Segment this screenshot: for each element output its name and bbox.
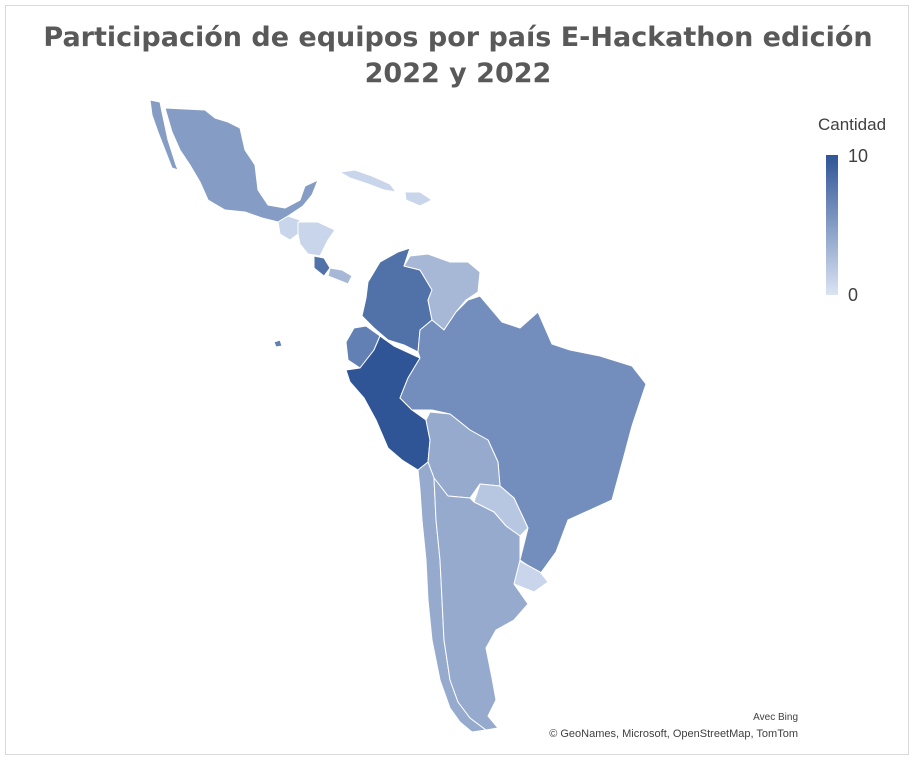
legend-title: Cantidad — [818, 115, 887, 134]
credit-bing: Avec Bing — [753, 712, 798, 723]
country-mexico — [149, 99, 319, 223]
legend-max-label: 10 — [848, 146, 869, 166]
country-bolivia — [425, 411, 501, 499]
chart-title: Participación de equipos por país E-Hack… — [43, 22, 873, 89]
legend-min-label: 0 — [848, 285, 859, 305]
country-dominican-republic — [404, 191, 433, 207]
country-guatemala — [277, 215, 301, 241]
country-brazil — [399, 295, 647, 575]
country-cuba — [339, 169, 397, 193]
country-galapagos — [273, 339, 283, 348]
country-argentina — [433, 477, 529, 731]
country-honduras — [297, 221, 336, 257]
credit-attribution: © GeoNames, Microsoft, OpenStreetMap, To… — [549, 728, 798, 740]
legend-color-bar — [826, 155, 838, 295]
country-panama — [327, 267, 353, 285]
country-costa-rica — [313, 255, 331, 277]
